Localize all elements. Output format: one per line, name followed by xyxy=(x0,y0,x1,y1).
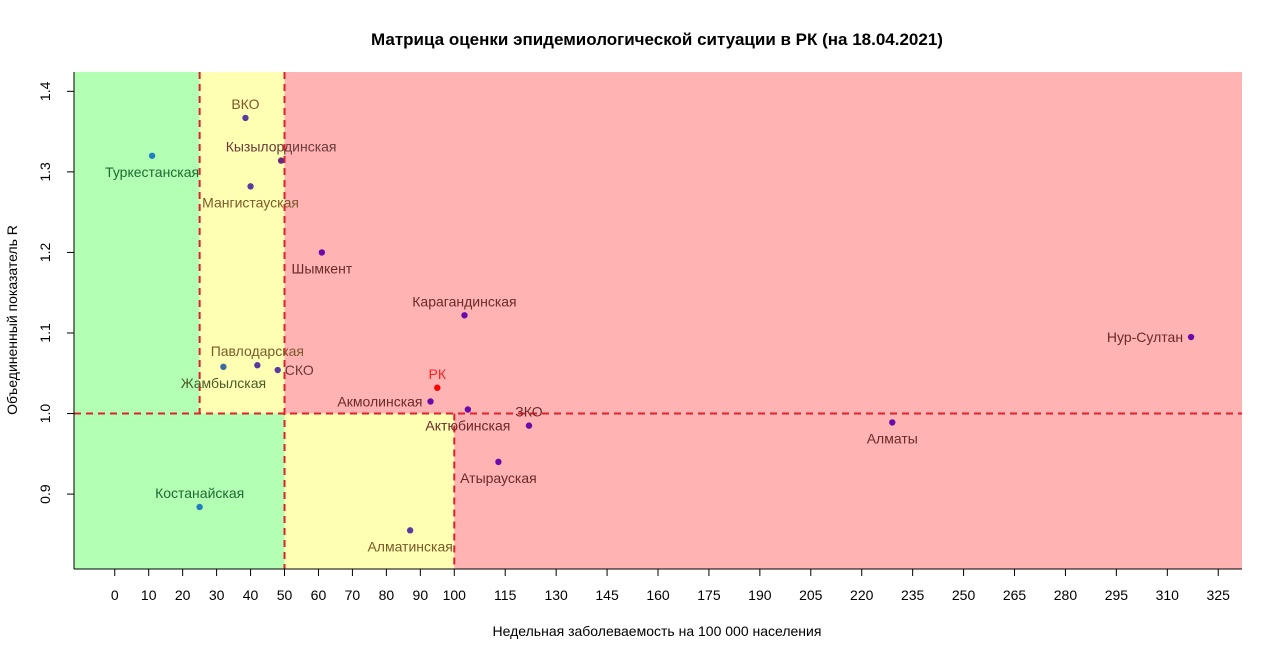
data-point-label: ЗКО xyxy=(515,404,542,420)
zone-4 xyxy=(284,72,1243,414)
zone-3 xyxy=(284,413,455,569)
x-tick-label: 30 xyxy=(209,587,225,603)
data-point-label: РК xyxy=(429,366,447,382)
data-point xyxy=(434,384,441,391)
data-point xyxy=(242,114,249,122)
data-point-label: Карагандинская xyxy=(412,293,516,309)
x-tick-label: 20 xyxy=(175,587,191,603)
x-tick-layer: 0 10 20 30 40 50 60 70 80 90 100 115 130 145 160 175 190… xyxy=(111,569,1230,603)
data-point-label: Нур-Султан xyxy=(1107,329,1183,345)
x-tick-label: 0 xyxy=(111,587,119,603)
data-point-label: Акмолинская xyxy=(337,393,422,409)
x-tick-label: 220 xyxy=(850,587,874,603)
x-tick-label: 60 xyxy=(311,587,327,603)
x-tick-label: 280 xyxy=(1054,587,1078,603)
data-point-label: Актюбинская xyxy=(425,418,510,434)
data-point-label: Атырауская xyxy=(460,470,537,486)
x-tick-label: 10 xyxy=(141,587,157,603)
data-point xyxy=(148,152,156,159)
x-tick-label: 205 xyxy=(799,587,823,603)
data-point xyxy=(889,419,896,426)
x-tick-label: 235 xyxy=(901,587,925,603)
chart-title: Матрица оценки эпидемиологической ситуац… xyxy=(371,30,943,49)
x-tick-label: 145 xyxy=(595,587,619,603)
data-point-label: ВКО xyxy=(231,96,259,112)
threshold-line-layer xyxy=(74,72,1242,569)
data-point xyxy=(525,422,533,429)
y-tick-label: 1.3 xyxy=(37,162,53,182)
x-tick-label: 100 xyxy=(443,587,467,603)
data-point xyxy=(406,527,414,534)
x-tick-label: 310 xyxy=(1156,587,1180,603)
x-tick-label: 175 xyxy=(697,587,721,603)
x-tick-label: 130 xyxy=(544,587,568,603)
x-tick-label: 325 xyxy=(1207,587,1231,603)
x-tick-label: 190 xyxy=(748,587,772,603)
data-point-label: Павлодарская xyxy=(211,343,304,359)
x-axis-label: Недельная заболеваемость на 100 000 насе… xyxy=(493,623,822,639)
data-point xyxy=(254,362,261,369)
data-point-label: Жамбылская xyxy=(181,375,266,391)
data-point xyxy=(247,183,254,190)
y-tick-label: 0.9 xyxy=(37,484,53,504)
data-point-label: Алматинская xyxy=(367,538,452,554)
zone-5 xyxy=(454,413,1243,569)
data-point xyxy=(196,503,203,511)
y-tick-label: 1.0 xyxy=(37,404,53,424)
data-point xyxy=(495,458,502,466)
zone-0 xyxy=(74,72,200,414)
x-tick-label: 50 xyxy=(277,587,293,603)
data-point xyxy=(277,157,285,164)
data-point-label: СКО xyxy=(285,362,314,378)
data-point-label: Костанайская xyxy=(155,485,244,501)
data-point-label: Алматы xyxy=(867,430,918,446)
point-layer xyxy=(148,114,1195,534)
data-point xyxy=(427,398,434,405)
data-point xyxy=(461,312,468,319)
x-tick-label: 160 xyxy=(646,587,670,603)
data-point xyxy=(464,406,472,413)
x-tick-label: 295 xyxy=(1105,587,1129,603)
data-point-label: Шымкент xyxy=(291,260,352,276)
y-tick-label: 1.2 xyxy=(37,242,53,262)
zone-2 xyxy=(199,72,285,414)
zone-1 xyxy=(74,413,285,569)
data-point xyxy=(220,363,227,371)
y-tick-label: 1.4 xyxy=(37,81,53,101)
x-tick-label: 90 xyxy=(413,587,429,603)
y-tick-layer: 0.9 1.0 1.1 1.2 1.3 1.4 xyxy=(37,81,74,504)
x-tick-label: 250 xyxy=(952,587,976,603)
y-tick-label: 1.1 xyxy=(37,323,53,343)
data-point xyxy=(318,249,326,256)
point-label-layer: ВКО Кызылординская ТуркестанскаяМангистаус… xyxy=(105,96,1183,554)
data-point xyxy=(1187,333,1195,341)
x-tick-label: 80 xyxy=(379,587,395,603)
x-tick-label: 70 xyxy=(345,587,361,603)
x-tick-label: 40 xyxy=(243,587,259,603)
x-tick-label: 115 xyxy=(494,587,517,603)
data-point xyxy=(274,366,281,374)
zone-layer xyxy=(74,72,1243,569)
x-tick-label: 265 xyxy=(1003,587,1027,603)
data-point-label: Кызылординская xyxy=(226,139,337,155)
data-point-label: Мангистауская xyxy=(202,194,299,210)
data-point-label: Туркестанская xyxy=(105,164,199,180)
y-axis-label: Объединенный показатель R xyxy=(4,225,20,415)
